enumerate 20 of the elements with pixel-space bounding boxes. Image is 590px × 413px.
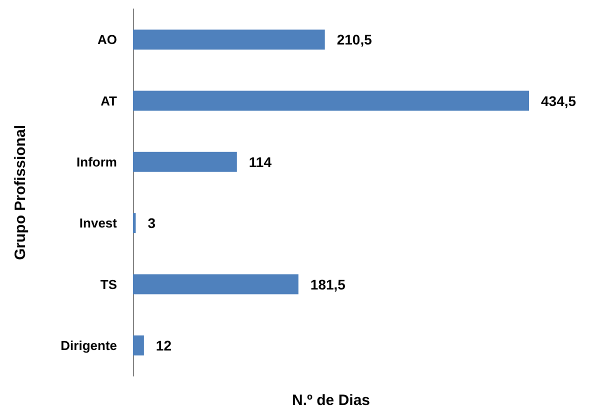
y-axis-title: Grupo Profissional — [12, 124, 29, 260]
data-label: 434,5 — [541, 92, 576, 109]
y-tick-label: AT — [100, 93, 118, 108]
y-tick-label: TS — [100, 276, 118, 292]
bar — [133, 213, 136, 234]
data-label: 12 — [156, 337, 172, 354]
y-tick-label: Dirigente — [60, 338, 117, 353]
data-label: 181,5 — [310, 276, 346, 292]
bar — [133, 335, 144, 356]
bar — [133, 274, 298, 294]
bar — [133, 152, 237, 172]
data-label: 114 — [248, 154, 272, 170]
data-label: 3 — [148, 215, 156, 232]
y-tick-label: AO — [98, 32, 117, 48]
bar — [133, 90, 529, 111]
y-tick-label: Inform — [76, 154, 117, 170]
bar — [133, 30, 325, 50]
data-label: 210,5 — [336, 32, 372, 48]
x-axis-title: N.º de Dias — [292, 392, 370, 409]
y-tick-label: Invest — [79, 216, 118, 231]
